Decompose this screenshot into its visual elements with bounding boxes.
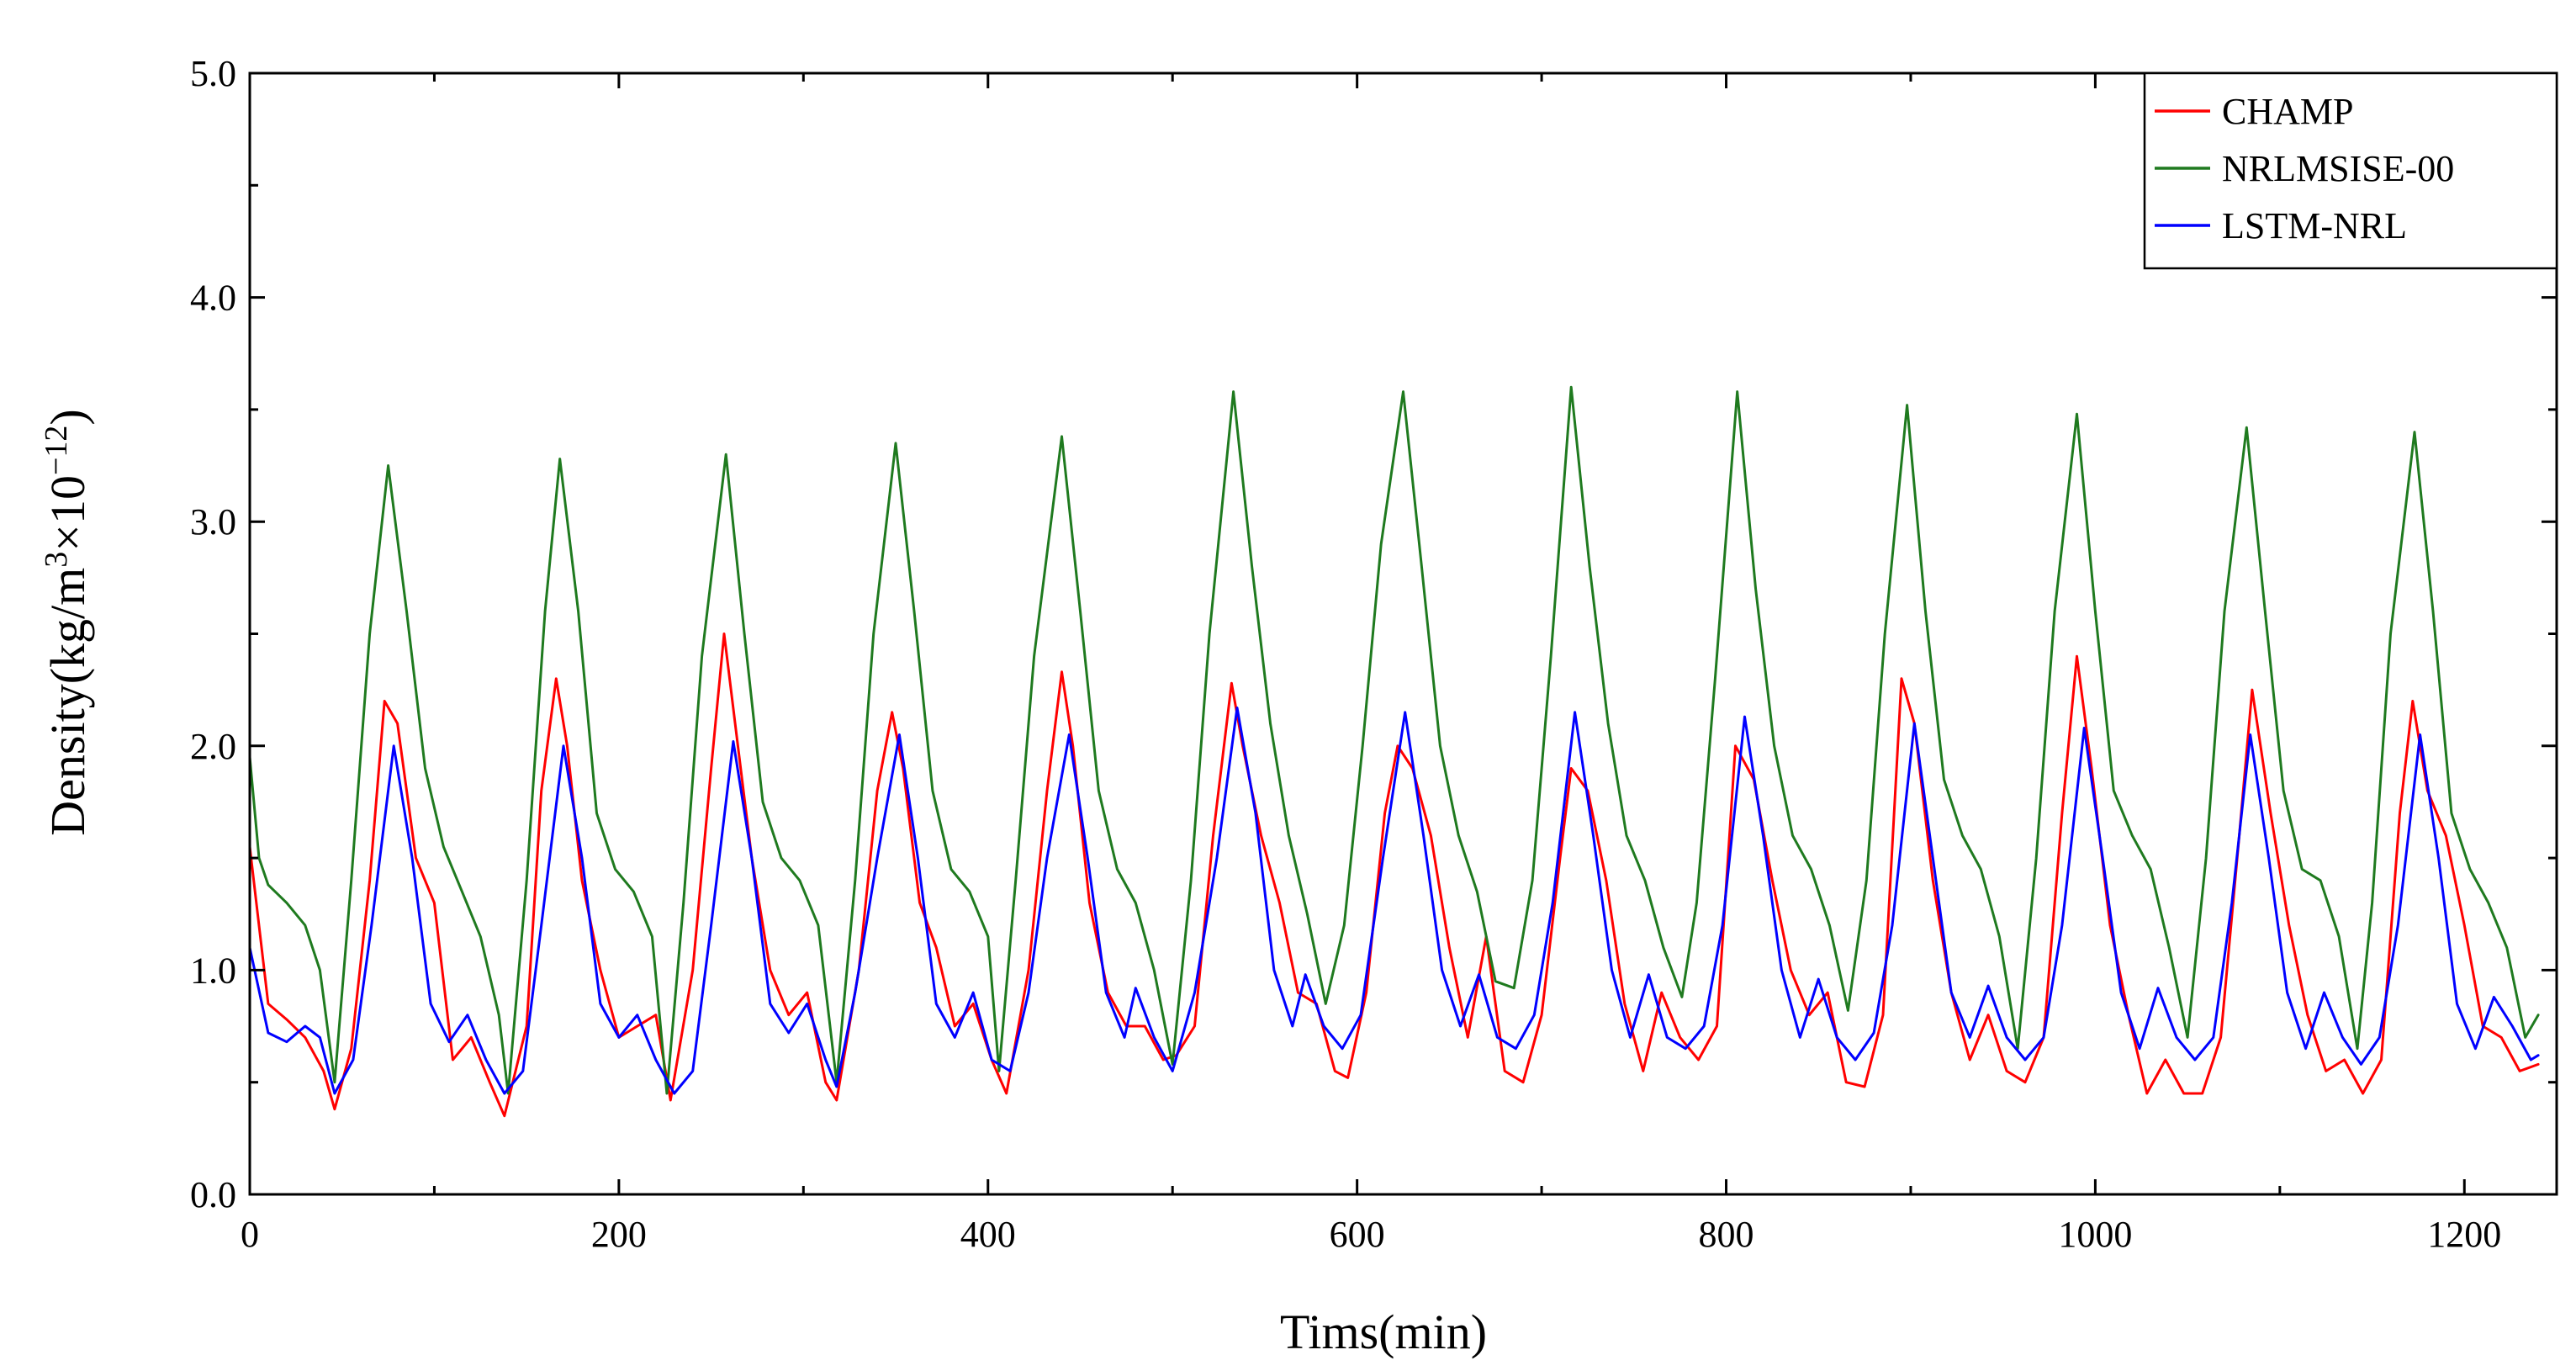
y-tick-label: 0.0 — [190, 1174, 236, 1215]
x-tick-label: 200 — [591, 1214, 647, 1255]
x-tick-label: 0 — [241, 1214, 259, 1255]
x-axis-title: Tims(min) — [1280, 1305, 1487, 1359]
x-tick-label: 600 — [1330, 1214, 1385, 1255]
series-line-nrlmsise-00 — [248, 385, 2540, 1095]
y-tick-label: 3.0 — [190, 501, 236, 543]
legend-label-nrlmsise-00: NRLMSISE-00 — [2222, 148, 2454, 189]
y-tick-label: 4.0 — [190, 278, 236, 319]
x-tick-label: 400 — [960, 1214, 1016, 1255]
x-tick-label: 1000 — [2058, 1214, 2132, 1255]
y-axis-title: Density(kg/m3×10−12) — [39, 409, 95, 835]
legend-box — [2143, 71, 2558, 270]
y-tick-label: 5.0 — [190, 53, 236, 94]
x-tick-label: 800 — [1699, 1214, 1754, 1255]
y-tick-label: 2.0 — [190, 726, 236, 767]
y-tick-label: 1.0 — [190, 950, 236, 991]
legend-label-lstm-nrl: LSTM-NRL — [2222, 205, 2407, 246]
axes-layer: 0 200 400 600 800 1000 1200 0.0 1.0 2.0 3.0 4.0 5.0 — [190, 53, 2558, 1255]
series-line-lstm-nrl — [248, 707, 2540, 1095]
legend: CHAMP NRLMSISE-00 LSTM-NRL — [2143, 71, 2558, 270]
legend-label-champ: CHAMP — [2222, 91, 2354, 132]
series-layer — [248, 385, 2540, 1118]
x-tick-label: 1200 — [2427, 1214, 2501, 1255]
